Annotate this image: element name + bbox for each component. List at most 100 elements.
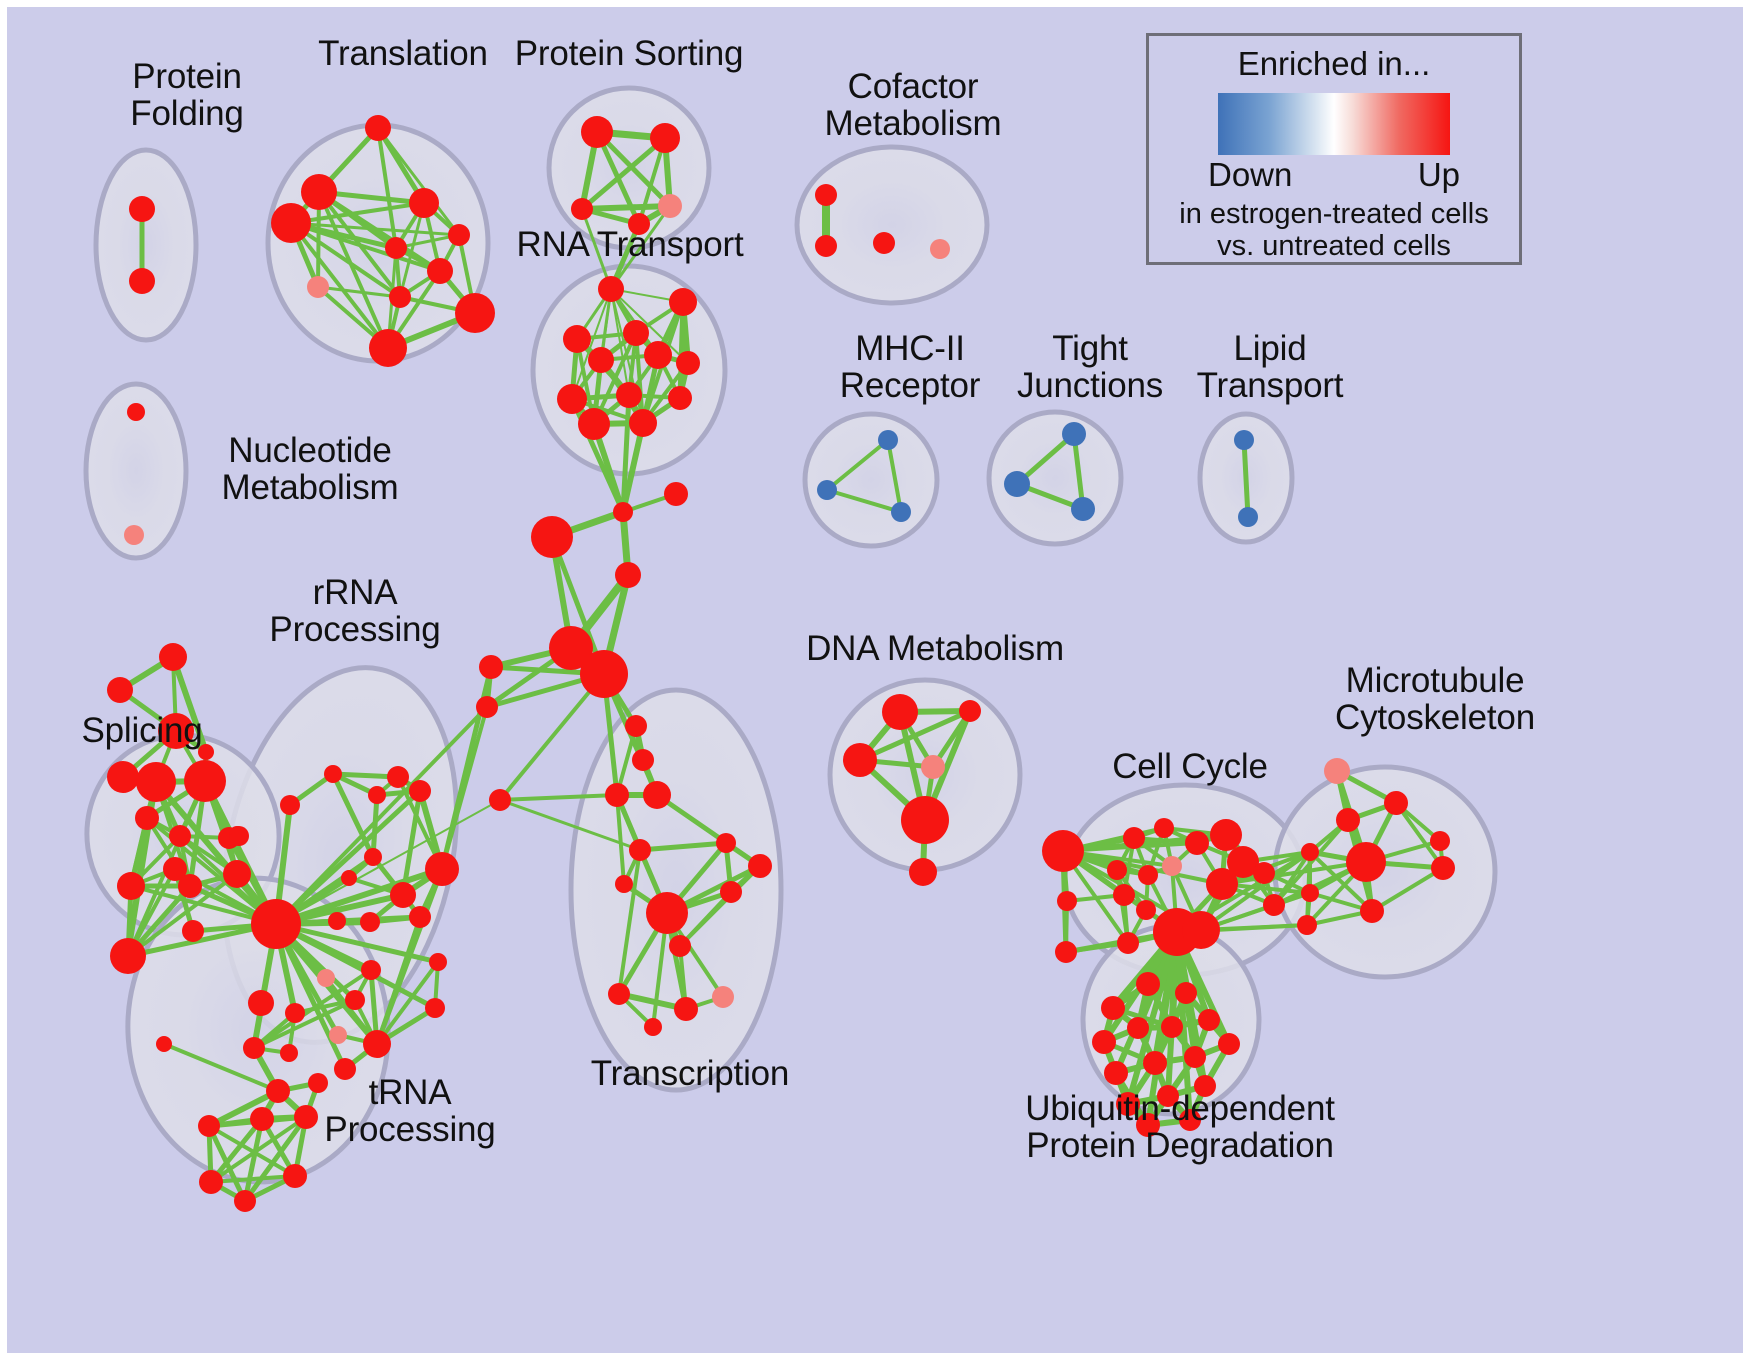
network-node[interactable] bbox=[135, 806, 159, 830]
network-node[interactable] bbox=[531, 516, 573, 558]
network-node[interactable] bbox=[250, 1107, 274, 1131]
network-node[interactable] bbox=[1042, 830, 1084, 872]
network-node[interactable] bbox=[425, 852, 459, 886]
network-node[interactable] bbox=[329, 1026, 347, 1044]
network-node[interactable] bbox=[248, 990, 274, 1016]
network-node[interactable] bbox=[1055, 941, 1077, 963]
network-node[interactable] bbox=[280, 795, 300, 815]
network-node[interactable] bbox=[716, 833, 736, 853]
network-node[interactable] bbox=[178, 874, 202, 898]
network-node[interactable] bbox=[613, 502, 633, 522]
network-node[interactable] bbox=[1263, 894, 1285, 916]
network-node[interactable] bbox=[360, 912, 380, 932]
network-node[interactable] bbox=[158, 713, 194, 749]
network-node[interactable] bbox=[644, 341, 672, 369]
network-node[interactable] bbox=[448, 224, 470, 246]
network-node[interactable] bbox=[598, 276, 624, 302]
network-node[interactable] bbox=[364, 848, 382, 866]
network-node[interactable] bbox=[873, 232, 895, 254]
network-node[interactable] bbox=[307, 276, 329, 298]
network-node[interactable] bbox=[283, 1164, 307, 1188]
network-node[interactable] bbox=[110, 938, 146, 974]
network-node[interactable] bbox=[623, 320, 649, 346]
network-node[interactable] bbox=[169, 825, 191, 847]
network-node[interactable] bbox=[1136, 972, 1160, 996]
network-node[interactable] bbox=[1238, 507, 1258, 527]
network-node[interactable] bbox=[1384, 791, 1408, 815]
network-node[interactable] bbox=[615, 875, 633, 893]
network-node[interactable] bbox=[1004, 471, 1030, 497]
network-node[interactable] bbox=[608, 983, 630, 1005]
cluster-hull-transcription[interactable] bbox=[568, 687, 784, 1093]
network-node[interactable] bbox=[921, 755, 945, 779]
network-node[interactable] bbox=[1161, 1016, 1183, 1038]
network-node[interactable] bbox=[1136, 1113, 1160, 1137]
network-node[interactable] bbox=[308, 1073, 328, 1093]
network-node[interactable] bbox=[425, 998, 445, 1018]
network-node[interactable] bbox=[1113, 884, 1135, 906]
network-node[interactable] bbox=[1218, 1033, 1240, 1055]
network-node[interactable] bbox=[334, 1058, 356, 1080]
network-node[interactable] bbox=[390, 882, 416, 908]
cluster-hull-protein-folding[interactable] bbox=[93, 147, 199, 343]
network-node[interactable] bbox=[712, 986, 734, 1008]
network-node[interactable] bbox=[1194, 1075, 1216, 1097]
network-node[interactable] bbox=[301, 174, 337, 210]
network-node[interactable] bbox=[1157, 1085, 1179, 1107]
network-node[interactable] bbox=[136, 762, 176, 802]
network-node[interactable] bbox=[317, 969, 335, 987]
network-node[interactable] bbox=[817, 480, 837, 500]
network-node[interactable] bbox=[1253, 862, 1275, 884]
network-node[interactable] bbox=[578, 408, 610, 440]
network-node[interactable] bbox=[324, 765, 342, 783]
network-node[interactable] bbox=[815, 184, 837, 206]
network-node[interactable] bbox=[629, 839, 651, 861]
network-node[interactable] bbox=[1324, 758, 1350, 784]
network-node[interactable] bbox=[878, 430, 898, 450]
network-node[interactable] bbox=[843, 743, 877, 777]
cluster-hull-nucleotide-metabolism[interactable] bbox=[83, 381, 189, 561]
network-node[interactable] bbox=[328, 912, 346, 930]
network-node[interactable] bbox=[489, 789, 511, 811]
network-node[interactable] bbox=[901, 796, 949, 844]
network-node[interactable] bbox=[429, 953, 447, 971]
network-node[interactable] bbox=[345, 990, 365, 1010]
network-node[interactable] bbox=[1297, 915, 1317, 935]
network-node[interactable] bbox=[549, 626, 593, 670]
network-node[interactable] bbox=[1431, 856, 1455, 880]
network-node[interactable] bbox=[1127, 1017, 1149, 1039]
network-node[interactable] bbox=[1210, 819, 1242, 851]
network-node[interactable] bbox=[271, 203, 311, 243]
network-node[interactable] bbox=[1092, 1030, 1116, 1054]
network-node[interactable] bbox=[664, 482, 688, 506]
network-node[interactable] bbox=[182, 920, 204, 942]
network-node[interactable] bbox=[1346, 842, 1386, 882]
network-node[interactable] bbox=[184, 760, 226, 802]
network-node[interactable] bbox=[1104, 1061, 1128, 1085]
network-node[interactable] bbox=[1143, 1051, 1167, 1075]
network-node[interactable] bbox=[1198, 1009, 1220, 1031]
network-node[interactable] bbox=[409, 780, 431, 802]
network-node[interactable] bbox=[815, 235, 837, 257]
network-node[interactable] bbox=[341, 870, 357, 886]
network-node[interactable] bbox=[1116, 1092, 1140, 1116]
network-node[interactable] bbox=[1123, 827, 1145, 849]
network-node[interactable] bbox=[1234, 430, 1254, 450]
network-node[interactable] bbox=[628, 213, 650, 235]
network-node[interactable] bbox=[581, 116, 613, 148]
network-node[interactable] bbox=[650, 123, 680, 153]
network-node[interactable] bbox=[365, 115, 391, 141]
network-node[interactable] bbox=[129, 196, 155, 222]
network-node[interactable] bbox=[129, 268, 155, 294]
network-node[interactable] bbox=[1179, 1109, 1201, 1131]
network-node[interactable] bbox=[643, 781, 671, 809]
network-node[interactable] bbox=[930, 239, 950, 259]
network-node[interactable] bbox=[909, 858, 937, 886]
network-node[interactable] bbox=[156, 1036, 172, 1052]
network-node[interactable] bbox=[669, 935, 691, 957]
network-node[interactable] bbox=[563, 325, 591, 353]
network-node[interactable] bbox=[1336, 808, 1360, 832]
network-node[interactable] bbox=[409, 188, 439, 218]
network-node[interactable] bbox=[363, 1030, 391, 1058]
network-node[interactable] bbox=[571, 198, 593, 220]
